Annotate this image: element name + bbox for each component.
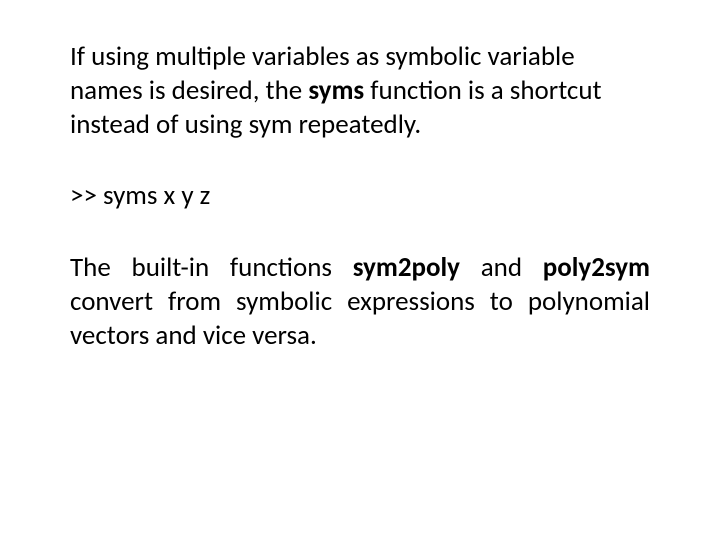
p3-bold-poly2sym: poly2sym <box>543 251 650 284</box>
p3-text-3: convert from symbolic expressions to pol… <box>70 285 650 352</box>
spacer-1 <box>70 141 650 179</box>
slide-body: If using multiple variables as symbolic … <box>0 0 720 540</box>
paragraph-2-code: >> syms x y z <box>70 179 650 213</box>
paragraph-1: If using multiple variables as symbolic … <box>70 40 650 141</box>
p2-text-1: >> syms x y z <box>70 179 210 212</box>
spacer-2 <box>70 213 650 251</box>
paragraph-3: The built-in functions sym2poly and poly… <box>70 251 650 352</box>
p3-bold-sym2poly: sym2poly <box>353 251 460 284</box>
p3-text-1: The built-in functions <box>70 251 353 284</box>
p1-bold-syms: syms <box>308 74 364 107</box>
p3-text-2: and <box>460 251 543 284</box>
